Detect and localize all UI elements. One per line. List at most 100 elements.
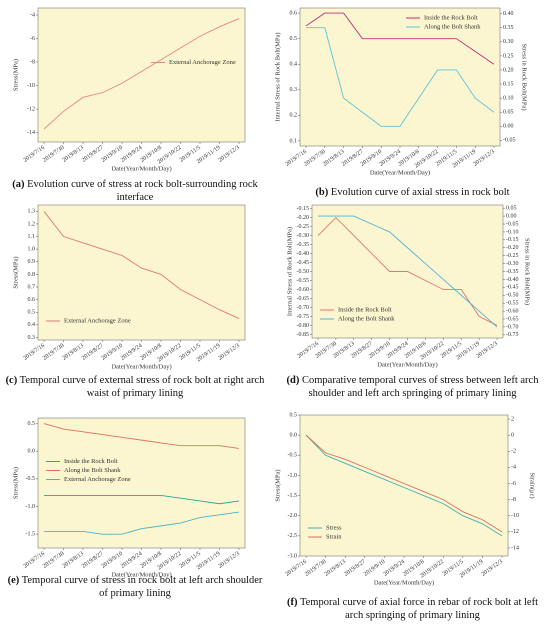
x-axis-label: Date(Year/Month/Day)	[374, 579, 434, 586]
caption: (d) Comparative temporal curves of stres…	[280, 374, 545, 400]
y-tick-label: -0.35	[297, 242, 310, 248]
legend-label: Along the Bolt Shank	[64, 467, 121, 474]
y-tick-label: -0.25	[297, 224, 310, 230]
y-tick-label: -0.30	[297, 233, 310, 239]
y2-tick-label: 0.10	[503, 95, 514, 101]
y2-tick-label: -0.15	[506, 237, 519, 243]
y2-tick-label: 0.05	[506, 206, 517, 212]
y-tick-label: -0.5	[26, 476, 36, 482]
caption-label: (e)	[7, 575, 20, 586]
y-tick-label: 0.6	[28, 297, 36, 303]
y-tick-label: 0.2	[290, 113, 298, 119]
y2-tick-label: -0.20	[506, 245, 519, 251]
y-axis-label: Stress(MPa)	[12, 59, 19, 91]
x-tick-label: 2019/12/3	[218, 551, 241, 570]
y-axis-label: Stress(MPa)	[274, 469, 281, 501]
y-tick-label: -0.50	[297, 269, 310, 275]
y2-tick-label: 2	[511, 416, 514, 422]
y-tick-label: -1.5	[26, 532, 36, 538]
y-tick-label: 0.5	[28, 421, 36, 427]
series-line	[43, 18, 240, 130]
y2-tick-label: -0.75	[506, 332, 519, 338]
y2-tick-label: -0.45	[506, 285, 519, 291]
y-tick-label: 0.5	[28, 310, 36, 316]
plot-area	[299, 414, 509, 557]
legend-label: Inside the Rock Bolt	[338, 306, 392, 313]
legend-label: External Anchorage Zone	[169, 59, 236, 66]
x-axis-label: Date(Year/Month/Day)	[111, 571, 171, 578]
y-tick-label: -4	[30, 12, 35, 18]
x-tick-label: 2019/12/3	[218, 343, 241, 362]
legend-label: Stress	[326, 524, 342, 531]
y-tick-label: -3.0	[288, 553, 298, 559]
caption-text: Temporal curve of external stress of roc…	[19, 375, 265, 399]
y2-tick-label: -10	[511, 513, 519, 519]
caption: (b) Evolution curve of axial stress in r…	[280, 186, 545, 199]
y-tick-label: -8	[30, 59, 35, 65]
y-tick-label: -1.0	[288, 473, 298, 479]
y-tick-label: -0.85	[297, 332, 310, 338]
y-tick-label: -1.5	[288, 493, 298, 499]
y2-tick-label: -0.40	[506, 277, 519, 283]
y2-tick-label: -0.55	[506, 301, 519, 307]
plot-area	[299, 7, 501, 147]
y2-tick-label: -4	[511, 465, 516, 471]
y-tick-label: -1.0	[26, 504, 36, 510]
y-tick-label: -0.65	[297, 296, 310, 302]
y2-tick-label: -8	[511, 497, 516, 503]
legend-label: Along the Bolt Shank	[338, 315, 395, 322]
y-axis-label: Stress(MPa)	[12, 467, 19, 499]
y-tick-label: -2.0	[288, 513, 298, 519]
y2-tick-label: -0.05	[506, 221, 519, 227]
series-line	[305, 434, 503, 537]
series-line	[305, 12, 495, 65]
y2-tick-label: -0.05	[503, 138, 516, 144]
y2-tick-label: -0.50	[506, 293, 519, 299]
series-line	[43, 423, 240, 449]
y2-tick-label: -0.60	[506, 308, 519, 314]
caption: (f) Temporal curve of axial force in reb…	[280, 596, 545, 622]
y2-tick-label: -2	[511, 449, 516, 455]
y2-tick-label: -0.10	[506, 229, 519, 235]
caption: (e) Temporal curve of stress in rock bol…	[5, 574, 265, 600]
plot-area	[37, 204, 246, 341]
x-tick-label: 2019/12/3	[473, 149, 496, 168]
y-tick-label: -0.80	[297, 323, 310, 329]
y2-tick-label: 0	[511, 433, 514, 439]
y-tick-label: -0.75	[297, 314, 310, 320]
y2-tick-label: 0.00	[506, 213, 517, 219]
series-line	[317, 216, 498, 326]
x-tick-label: 2019/12/3	[481, 559, 504, 578]
y-tick-label: -10	[27, 83, 35, 89]
y-tick-label: -2.5	[288, 533, 298, 539]
legend-label: Inside the Rock Bolt	[64, 458, 118, 465]
y-tick-label: 1.2	[28, 221, 36, 227]
caption-label: (b)	[315, 187, 329, 198]
y-axis-label: Internal Stress of Rock Bolt(MPa)	[286, 227, 293, 316]
y-axis-label: Internal Stress of Rock Bolt(MPa)	[274, 32, 281, 121]
y2-tick-label: -14	[511, 545, 519, 551]
plot-area	[37, 417, 246, 549]
series-line	[305, 434, 503, 533]
y2-tick-label: -12	[511, 529, 519, 535]
series-line	[306, 27, 495, 127]
y2-tick-label: 0.00	[503, 124, 514, 130]
y-tick-label: -0.70	[297, 305, 310, 311]
y2-tick-label: 0.20	[503, 67, 514, 73]
y-tick-label: 0.1	[290, 138, 298, 144]
y-tick-label: 1.0	[28, 247, 36, 253]
caption-label: (a)	[12, 179, 25, 190]
y-tick-label: 1.3	[28, 209, 36, 215]
legend-label: Inside the Rock Bolt	[424, 14, 478, 21]
caption-text: Evolution curve of stress at rock bolt-s…	[27, 179, 258, 203]
y2-tick-label: -0.30	[506, 261, 519, 267]
series-line	[44, 511, 240, 535]
series-line	[318, 215, 498, 328]
y-tick-label: 0.5	[290, 412, 298, 418]
y2-tick-label: 0.15	[503, 81, 514, 87]
y-tick-label: -0.15	[297, 206, 310, 212]
y2-tick-label: 0.35	[503, 25, 514, 31]
y-tick-label: 0.7	[28, 284, 36, 290]
y2-tick-label: -0.35	[506, 269, 519, 275]
